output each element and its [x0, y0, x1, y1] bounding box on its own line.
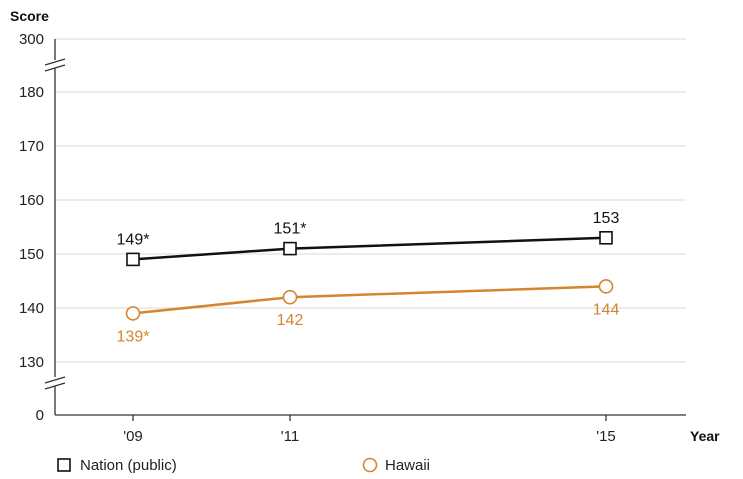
legend-marker-circle	[362, 457, 378, 473]
legend-label: Hawaii	[385, 457, 430, 474]
series-line	[132, 285, 607, 315]
axis-break-upper	[44, 58, 66, 72]
y-tick-label: 170	[19, 138, 44, 155]
series: 149* 151* 153 139* 142 144	[117, 210, 620, 346]
y-tick-label: 0	[36, 407, 44, 424]
axis-break-lower	[44, 376, 66, 390]
data-point	[598, 279, 614, 294]
gridlines	[55, 38, 686, 363]
legend-label: Nation (public)	[80, 457, 177, 474]
y-tick-label: 140	[19, 300, 44, 317]
data-label: 142	[277, 312, 304, 329]
x-tick-label: '15	[596, 428, 616, 445]
data-point	[125, 306, 141, 321]
data-label: 149*	[117, 231, 150, 248]
y-tick-labels: 300 180 170 160 150 140 130 0	[19, 31, 44, 424]
data-point	[599, 231, 613, 245]
series-nation-public: 149* 151* 153	[117, 210, 620, 267]
y-tick-label: 150	[19, 246, 44, 263]
y-tick-label: 130	[19, 354, 44, 371]
data-label: 139*	[117, 328, 150, 345]
x-tick-label: '11	[281, 428, 299, 445]
x-axis-title: Year	[690, 428, 720, 444]
y-axis-title: Score	[10, 8, 49, 24]
series-line	[132, 236, 607, 261]
axes	[44, 39, 686, 416]
data-point	[126, 252, 140, 267]
data-label: 153	[593, 210, 620, 227]
y-tick-label: 160	[19, 192, 44, 209]
data-point	[283, 241, 297, 256]
legend: Nation (public) Hawaii	[57, 457, 430, 474]
y-tick-label: 180	[19, 84, 44, 101]
data-label: 151*	[274, 221, 307, 238]
data-label: 144	[593, 301, 620, 318]
x-ticks: '09 '11 '15	[123, 415, 616, 445]
x-tick-label: '09	[123, 428, 143, 445]
y-tick-label: 300	[19, 31, 44, 48]
data-point	[282, 289, 298, 305]
legend-marker-square	[57, 458, 71, 472]
series-hawaii: 139* 142 144	[117, 279, 620, 345]
